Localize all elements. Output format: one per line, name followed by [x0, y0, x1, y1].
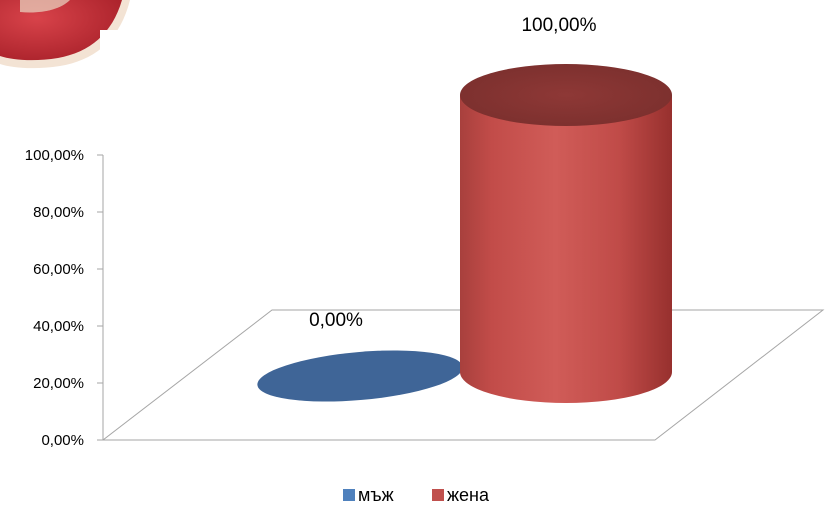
- bar-male: [257, 350, 463, 402]
- legend-label: мъж: [358, 485, 394, 505]
- y-tick-label: 20,00%: [33, 375, 84, 392]
- y-axis-ticks: 0,00% 20,00% 40,00% 60,00% 80,00% 100,00%: [25, 147, 103, 449]
- legend-label: жена: [447, 485, 490, 505]
- bar-female: [460, 95, 672, 403]
- logo-fragment: [0, 0, 130, 69]
- y-tick-label: 0,00%: [41, 432, 84, 449]
- logo-mask: [100, 30, 132, 66]
- data-labels: 0,00% 100,00%: [309, 15, 597, 331]
- y-tick-label: 40,00%: [33, 318, 84, 335]
- legend: мъж жена: [343, 485, 490, 505]
- y-tick-label: 100,00%: [25, 147, 84, 164]
- legend-swatch: [343, 489, 355, 501]
- bar-top-cap: [460, 64, 672, 126]
- y-tick-label: 60,00%: [33, 261, 84, 278]
- legend-swatch: [432, 489, 444, 501]
- data-label: 100,00%: [521, 15, 596, 36]
- bars: [257, 64, 672, 403]
- floor-plane: [101, 309, 825, 441]
- y-tick-label: 80,00%: [33, 204, 84, 221]
- data-label: 0,00%: [309, 310, 363, 331]
